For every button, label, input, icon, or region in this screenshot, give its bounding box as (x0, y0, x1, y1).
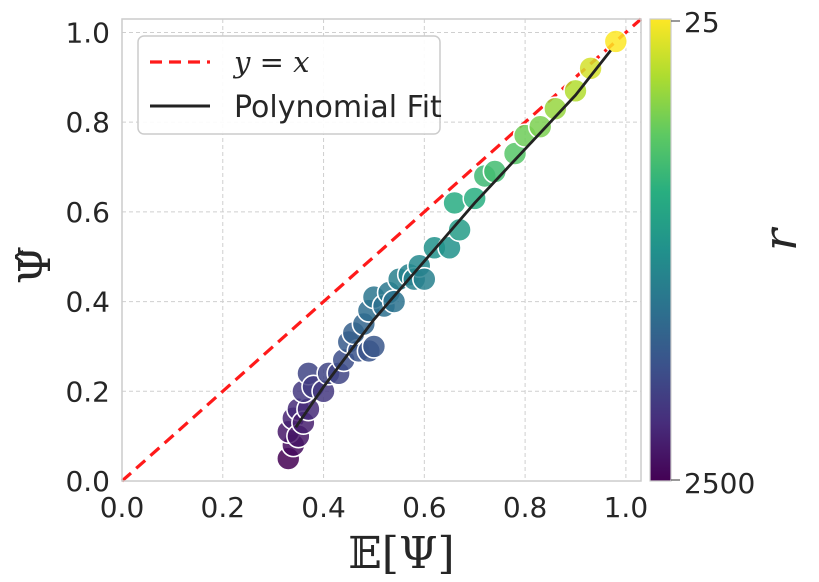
colorbar: 25 2500 r (649, 6, 807, 500)
colorbar-label: r (753, 226, 807, 251)
legend-label-fit: Polynomial Fit (234, 90, 442, 125)
scatter-point (412, 266, 437, 292)
x-tick-label: 1.0 (604, 491, 649, 524)
scatter-point (361, 334, 387, 359)
plot-area: 0.0 0.2 0.4 0.6 0.8 1.0 0.0 0.2 0.4 0.6 0.8 1.0 𝔼[Ψ]… (10, 6, 807, 579)
legend-label-reference: y = x (232, 45, 309, 79)
scatter-point (462, 186, 488, 211)
polynomial-fit-line (294, 49, 612, 428)
scatter-point (578, 56, 603, 81)
scatter-point (442, 190, 467, 216)
scatter-point (543, 96, 568, 122)
plot-frame (121, 18, 642, 482)
colorbar-frame (649, 18, 672, 482)
y-tick-label: 1.0 (65, 16, 110, 49)
y-tick-label: 0.6 (65, 196, 110, 229)
x-tick-label: 0.6 (402, 491, 447, 524)
y-tick-label: 0.0 (65, 465, 110, 498)
scatter-point (381, 289, 407, 314)
y-tick-label: 0.4 (65, 286, 110, 319)
y-tick-label: 0.2 (65, 375, 110, 408)
x-tick-label: 0.2 (201, 491, 246, 524)
x-tick-label: 0.0 (100, 491, 145, 524)
colorbar-top-label: 25 (684, 6, 720, 39)
reference-line-y-equals-x (120, 17, 643, 483)
y-axis-label: Ψ̂ (10, 246, 61, 285)
scatter-point (603, 29, 629, 54)
y-tick-label: 0.8 (65, 106, 110, 139)
scatter-point (527, 114, 553, 139)
legend: y = x Polynomial Fit (137, 35, 442, 135)
scatter-point (563, 78, 588, 104)
x-axis-label: 𝔼[Ψ] (348, 528, 454, 579)
colorbar-bottom-label: 2500 (684, 467, 755, 500)
x-tick-label: 0.8 (503, 491, 548, 524)
legend-box (137, 35, 441, 135)
x-tick-label: 0.4 (301, 491, 346, 524)
colorbar-gradient (650, 19, 671, 481)
